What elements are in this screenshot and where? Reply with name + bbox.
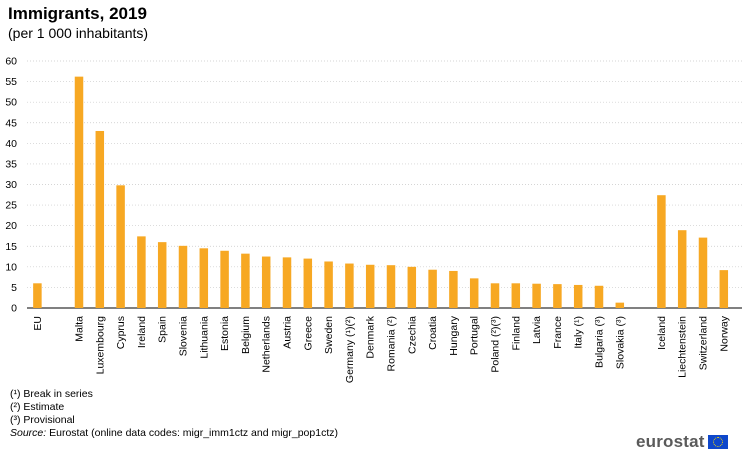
- x-tick-label: Cyprus: [115, 316, 127, 349]
- x-tick-label: Latvia: [531, 316, 543, 344]
- footnote-provisional: (³) Provisional: [10, 414, 75, 426]
- y-tick-label: 10: [5, 261, 17, 273]
- bar: [386, 265, 396, 308]
- source-text: Eurostat (online data codes: migr_imm1ct…: [49, 427, 338, 439]
- bar: [74, 76, 84, 308]
- x-tick-label: Portugal: [469, 316, 481, 355]
- x-tick-label: Greece: [302, 316, 314, 351]
- bar: [698, 237, 708, 308]
- source-line: Source: Eurostat (online data codes: mig…: [10, 427, 338, 440]
- bar: [553, 284, 562, 308]
- y-tick-label: 25: [5, 200, 17, 212]
- footnote-break: (¹) Break in series: [10, 388, 93, 400]
- x-tick-label: Spain: [157, 316, 169, 343]
- y-tick-label: 0: [11, 303, 17, 315]
- bar: [95, 130, 105, 308]
- x-tick-label: Hungary: [448, 315, 460, 355]
- y-tick-label: 30: [5, 179, 17, 191]
- y-tick-label: 45: [5, 117, 17, 129]
- bar: [428, 269, 437, 308]
- x-tick-label: Germany (¹)(²): [344, 316, 356, 383]
- y-tick-label: 40: [5, 138, 17, 150]
- x-tick-label: Finland: [510, 316, 522, 351]
- bar: [157, 242, 167, 308]
- x-tick-label: Denmark: [365, 315, 377, 358]
- bar: [719, 270, 729, 308]
- bar-chart: 0 5 10 15 20 25 30 35 40 45 50 55 60 EU Malta Luxembour…: [5, 56, 742, 383]
- bar: [573, 284, 583, 308]
- bar: [345, 263, 354, 308]
- bar: [490, 283, 500, 308]
- bar: [116, 185, 125, 308]
- footnotes: (¹) Break in series (²) Estimate (³) Pro…: [10, 388, 338, 440]
- bar: [511, 283, 521, 308]
- bar: [365, 264, 375, 308]
- x-tick-label: Luxembourg: [94, 316, 106, 375]
- x-tick-label: Norway: [718, 315, 730, 351]
- bar: [303, 258, 313, 308]
- x-tick-label: Romania (²): [386, 316, 398, 371]
- x-tick-label: Bulgaria (³): [594, 316, 606, 368]
- chart-subtitle: (per 1 000 inhabitants): [8, 25, 149, 41]
- x-tick-label: Sweden: [323, 316, 335, 354]
- x-tick-label: Slovenia: [178, 316, 190, 356]
- x-tick-label: Belgium: [240, 316, 252, 354]
- x-tick-label: Austria: [282, 316, 294, 349]
- bar: [241, 253, 250, 308]
- y-tick-label: 15: [5, 241, 17, 253]
- bar: [532, 283, 541, 308]
- bar: [324, 261, 333, 308]
- logo-text: eurostat: [636, 432, 705, 451]
- bar: [449, 270, 458, 308]
- bar: [199, 248, 209, 308]
- chart-title: Immigrants, 2019: [8, 4, 147, 23]
- x-tick-label: Estonia: [219, 316, 231, 351]
- y-tick-label: 5: [11, 282, 17, 294]
- x-tick-label: Liechtenstein: [677, 316, 689, 378]
- x-tick-label: EU: [32, 316, 44, 331]
- y-tick-label: 55: [5, 76, 17, 88]
- x-tick-label: Croatia: [427, 316, 439, 350]
- bar: [261, 256, 271, 308]
- x-tick-label: Poland (²)(³): [490, 316, 502, 373]
- x-tick-label: Malta: [74, 316, 86, 342]
- bar: [137, 236, 146, 308]
- x-tick-label: France: [552, 316, 564, 349]
- eurostat-logo: eurostat: [636, 432, 728, 452]
- bar: [220, 250, 229, 308]
- bar: [657, 195, 666, 308]
- x-tick-label: Italy (¹): [573, 316, 585, 349]
- bar: [407, 266, 417, 308]
- y-tick-label: 50: [5, 97, 17, 109]
- source-label: Source:: [10, 427, 47, 439]
- x-tick-label: Switzerland: [698, 316, 710, 370]
- x-tick-label: Netherlands: [261, 316, 273, 373]
- x-tick-label: Iceland: [656, 316, 668, 350]
- bar: [282, 257, 292, 308]
- bar: [178, 245, 188, 308]
- bar: [677, 230, 687, 308]
- x-tick-label: Slovakia (³): [614, 316, 626, 369]
- x-tick-label: Lithuania: [198, 316, 210, 359]
- y-tick-label: 35: [5, 158, 17, 170]
- y-tick-label: 60: [5, 56, 17, 68]
- y-tick-label: 20: [5, 220, 17, 232]
- eu-flag-icon: [707, 435, 728, 449]
- bar: [33, 283, 42, 308]
- bar: [615, 302, 625, 308]
- footnote-estimate: (²) Estimate: [10, 401, 65, 413]
- bar: [594, 285, 604, 308]
- bar: [469, 278, 479, 308]
- x-tick-label: Czechia: [406, 316, 418, 354]
- x-tick-label: Ireland: [136, 316, 148, 348]
